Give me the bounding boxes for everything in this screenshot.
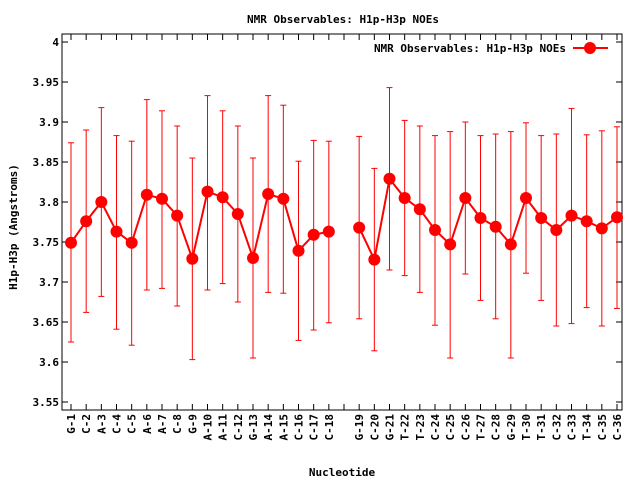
data-point <box>262 188 275 200</box>
x-tick-label: C-32 <box>550 414 563 441</box>
data-point <box>277 192 290 205</box>
x-tick-label: C-33 <box>566 414 579 441</box>
data-point <box>247 252 259 264</box>
y-tick-label: 4 <box>52 36 59 49</box>
data-point <box>489 220 502 233</box>
y-tick-label: 3.85 <box>33 156 60 169</box>
x-tick-label: C-5 <box>126 414 139 434</box>
x-tick-label: C-36 <box>611 414 624 441</box>
x-tick-label: A-7 <box>156 414 169 434</box>
y-tick-label: 3.7 <box>39 276 59 289</box>
data-point <box>565 209 578 222</box>
x-tick-label: G-13 <box>247 414 260 441</box>
y-axis: 3.55 3.6 3.65 3.7 3.75 3.8 3.85 3.9 3.95 4 <box>33 36 622 409</box>
x-tick-label: C-24 <box>429 414 442 441</box>
chart-title: NMR Observables: H1p-H3p NOEs <box>247 13 439 26</box>
x-tick-label: A-11 <box>217 414 230 441</box>
x-tick-label: A-6 <box>141 414 154 434</box>
x-tick-label: C-2 <box>80 414 93 434</box>
x-tick-label: G-19 <box>353 414 366 441</box>
error-bars <box>68 87 620 361</box>
data-point <box>413 203 426 216</box>
legend-label: NMR Observables: H1p-H3p NOEs <box>374 42 566 55</box>
data-point <box>125 236 138 249</box>
data-point <box>216 191 229 204</box>
series-line <box>70 176 618 263</box>
x-tick-label: T-30 <box>520 414 533 441</box>
data-point <box>580 215 593 228</box>
data-point <box>550 224 563 236</box>
y-tick-label: 3.9 <box>39 116 59 129</box>
x-tick-label: C-17 <box>308 414 321 441</box>
y-axis-label: H1p-H3p (Angstroms) <box>7 164 20 290</box>
legend: NMR Observables: H1p-H3p NOEs <box>374 42 608 55</box>
x-tick-label: A-15 <box>277 414 290 441</box>
legend-swatch-marker <box>584 42 596 54</box>
plot-frame <box>61 33 623 411</box>
data-points <box>65 172 623 266</box>
series-line-segment <box>70 190 330 263</box>
data-point <box>368 253 381 266</box>
x-tick-label: T-34 <box>581 414 594 441</box>
data-point <box>322 225 335 238</box>
x-tick-label: T-22 <box>399 414 412 441</box>
x-tick-label: G-9 <box>186 414 199 434</box>
x-tick-label: C-16 <box>293 414 306 441</box>
data-point <box>520 192 532 204</box>
data-point <box>292 244 305 257</box>
data-point <box>201 185 214 198</box>
x-tick-label: C-20 <box>368 414 381 441</box>
data-point <box>504 238 517 251</box>
y-tick-label: 3.6 <box>39 356 59 369</box>
x-tick-label: A-14 <box>262 414 275 441</box>
x-tick-label: A-3 <box>95 414 108 434</box>
x-axis: G-1 C-2 A-3 C-4 C-5 A-6 A-7 C-8 G-9 A-10 A-11 C-12 G… <box>65 34 624 441</box>
data-point <box>307 228 320 241</box>
x-tick-label: C-8 <box>171 414 184 434</box>
data-point <box>474 212 487 224</box>
data-point <box>353 221 366 234</box>
data-point <box>65 236 77 249</box>
x-tick-label: C-26 <box>459 414 472 441</box>
y-tick-label: 3.75 <box>33 236 60 249</box>
y-tick-label: 3.95 <box>33 76 60 89</box>
x-tick-label: C-25 <box>444 414 457 441</box>
data-point <box>429 224 441 236</box>
data-point <box>171 209 184 222</box>
data-point <box>186 252 199 265</box>
x-tick-label: G-1 <box>65 414 78 434</box>
data-point <box>95 196 108 208</box>
data-point <box>80 215 93 228</box>
x-tick-label: G-29 <box>505 414 518 441</box>
y-tick-label: 3.65 <box>33 316 60 329</box>
x-tick-label: A-10 <box>202 414 215 441</box>
x-tick-label: G-21 <box>384 414 397 441</box>
y-tick-label: 3.55 <box>33 396 60 409</box>
data-point <box>140 188 153 201</box>
x-tick-label: C-28 <box>490 414 503 441</box>
data-point <box>383 172 396 185</box>
x-axis-label: Nucleotide <box>309 466 376 479</box>
data-point <box>231 208 244 220</box>
data-point <box>459 192 472 204</box>
x-tick-label: T-23 <box>414 414 427 441</box>
y-tick-label: 3.8 <box>39 196 59 209</box>
data-point <box>595 222 608 235</box>
data-point <box>535 212 548 224</box>
x-tick-label: C-12 <box>232 414 245 441</box>
data-point <box>444 238 457 251</box>
x-tick-label: C-18 <box>323 414 336 441</box>
data-point <box>110 225 123 238</box>
series-line-segment <box>358 176 618 263</box>
data-point <box>398 192 411 204</box>
data-point <box>611 211 623 224</box>
x-tick-label: T-27 <box>475 414 488 441</box>
x-tick-label: C-35 <box>596 414 609 441</box>
data-point <box>156 192 168 205</box>
x-tick-label: T-31 <box>535 414 548 441</box>
x-tick-label: C-4 <box>111 414 124 434</box>
